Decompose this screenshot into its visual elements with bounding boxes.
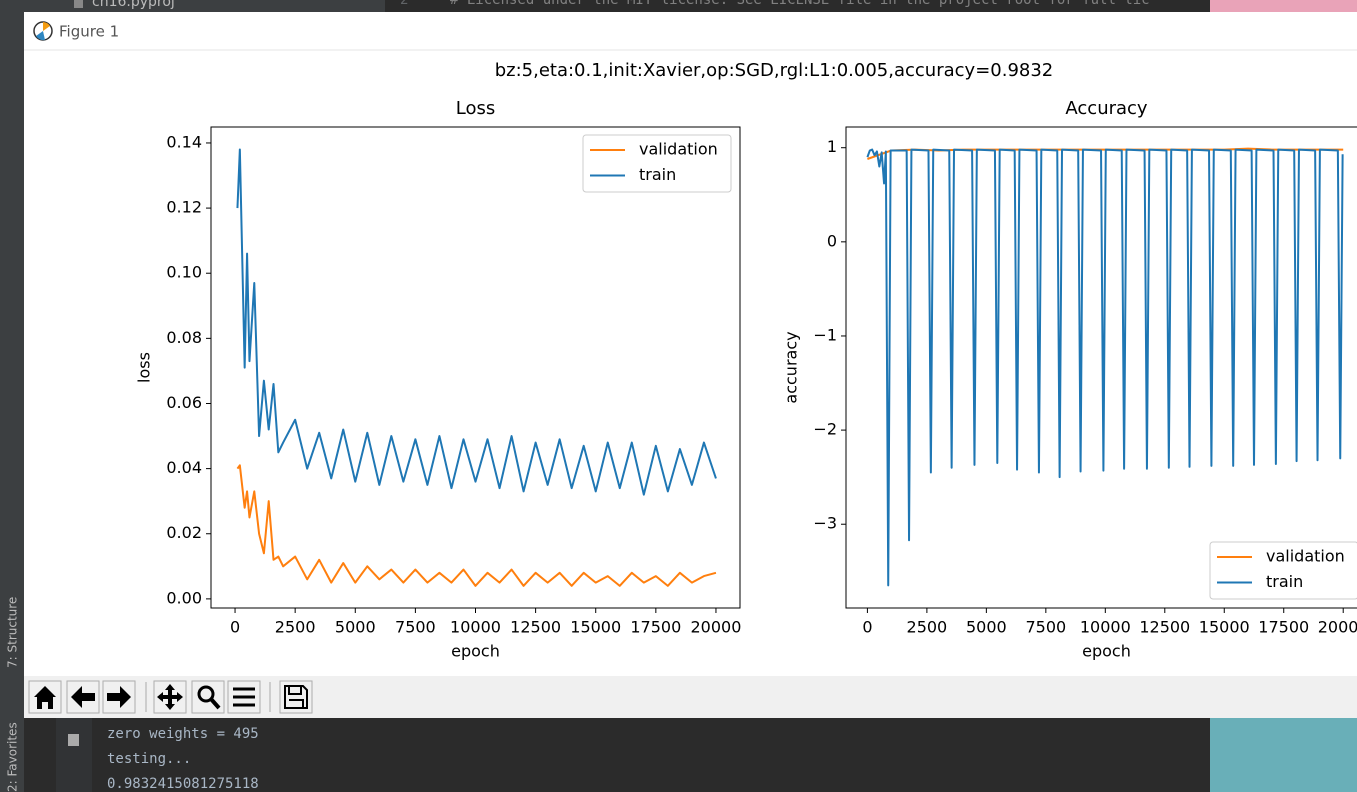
x-tick-label: 17500 bbox=[630, 618, 681, 637]
pan-icon bbox=[157, 684, 183, 710]
legend-label: validation bbox=[1266, 547, 1345, 566]
x-tick-label: 15000 bbox=[1199, 618, 1250, 637]
y-tick-label: 0.14 bbox=[166, 132, 202, 151]
plot-area bbox=[211, 127, 740, 608]
forward-icon bbox=[107, 686, 131, 708]
series-line bbox=[866, 148, 1344, 587]
y-tick-label: 0.06 bbox=[166, 393, 202, 412]
legend-label: train bbox=[1266, 572, 1303, 591]
side-bar bbox=[0, 0, 24, 792]
legend-label: validation bbox=[639, 140, 718, 159]
back-icon bbox=[71, 686, 95, 708]
x-tick-label: 12500 bbox=[510, 618, 561, 637]
line-number: 2 bbox=[400, 0, 408, 8]
x-tick-label: 0 bbox=[230, 618, 240, 637]
suptitle: bz:5,eta:0.1,init:Xavier,op:SGD,rgl:L1:0… bbox=[495, 60, 1054, 81]
window-icon-part bbox=[43, 22, 50, 31]
y-tick-label: 0.10 bbox=[166, 263, 202, 282]
y-tick-label: 0.00 bbox=[166, 588, 202, 607]
legend-label: train bbox=[639, 165, 676, 184]
legend: validation train bbox=[1209, 541, 1357, 600]
axes-title: Accuracy bbox=[1065, 98, 1148, 119]
y-tick-label: 0.12 bbox=[166, 198, 202, 217]
x-tick-label: 20000 bbox=[691, 618, 742, 637]
side-tab[interactable]: 7: Structure bbox=[6, 597, 20, 668]
x-axis-label: epoch bbox=[451, 642, 500, 661]
code-line: # Licensed under the MIT license. See LI… bbox=[450, 0, 1150, 8]
side-tab[interactable]: 2: Favorites bbox=[6, 722, 20, 792]
save-icon bbox=[284, 685, 308, 709]
y-tick-label: 0 bbox=[827, 231, 837, 250]
y-tick-label: 0.04 bbox=[166, 458, 202, 477]
y-tick-label: 0.08 bbox=[166, 328, 202, 347]
x-tick-label: 7500 bbox=[395, 618, 436, 637]
console-line: testing... bbox=[107, 751, 191, 767]
x-tick-label: 0 bbox=[862, 618, 872, 637]
x-tick-label: 2500 bbox=[907, 618, 948, 637]
x-tick-label: 20000 bbox=[1318, 618, 1357, 637]
x-axis-label: epoch bbox=[1082, 642, 1131, 661]
y-axis-label: loss bbox=[135, 352, 154, 383]
wallpaper-top bbox=[1210, 0, 1357, 14]
x-tick-label: 2500 bbox=[275, 618, 316, 637]
x-tick-label: 10000 bbox=[450, 618, 501, 637]
file-tab[interactable]: ch16.pyproj bbox=[92, 0, 175, 10]
x-tick-label: 12500 bbox=[1139, 618, 1190, 637]
file-icon bbox=[74, 0, 83, 8]
series-line bbox=[236, 464, 717, 587]
x-tick-label: 10000 bbox=[1080, 618, 1131, 637]
project-panel bbox=[0, 0, 385, 14]
axes-frame bbox=[845, 126, 1357, 609]
window-title: Figure 1 bbox=[59, 23, 119, 41]
x-tick-label: 5000 bbox=[966, 618, 1007, 637]
window-icon-part bbox=[36, 31, 45, 41]
console-line: 0.9832415081275118 bbox=[107, 776, 259, 792]
x-tick-label: 15000 bbox=[570, 618, 621, 637]
x-tick-label: 5000 bbox=[335, 618, 376, 637]
home-icon bbox=[34, 686, 56, 709]
y-axis-label: accuracy bbox=[782, 331, 801, 403]
x-tick-label: 7500 bbox=[1025, 618, 1066, 637]
zoom-icon bbox=[197, 685, 215, 703]
x-tick-label: 17500 bbox=[1258, 618, 1309, 637]
console-gutter bbox=[56, 718, 92, 792]
y-tick-label: 0.02 bbox=[166, 523, 202, 542]
y-tick-label: 1 bbox=[827, 137, 837, 156]
configure-icon bbox=[233, 687, 255, 707]
console-line: zero weights = 495 bbox=[107, 726, 259, 742]
trash-icon[interactable] bbox=[68, 734, 79, 746]
axes-title: Loss bbox=[456, 98, 495, 119]
y-tick-label: −2 bbox=[813, 420, 837, 439]
legend: validation train bbox=[582, 134, 732, 193]
toolbar-buttons bbox=[28, 680, 313, 714]
wallpaper-bottom bbox=[1210, 718, 1357, 792]
series-line bbox=[236, 148, 717, 496]
console bbox=[24, 718, 1210, 792]
y-tick-label: −1 bbox=[813, 325, 837, 344]
zoom-icon-handle bbox=[209, 697, 221, 710]
axes-frame bbox=[210, 126, 741, 609]
y-tick-label: −3 bbox=[813, 514, 837, 533]
